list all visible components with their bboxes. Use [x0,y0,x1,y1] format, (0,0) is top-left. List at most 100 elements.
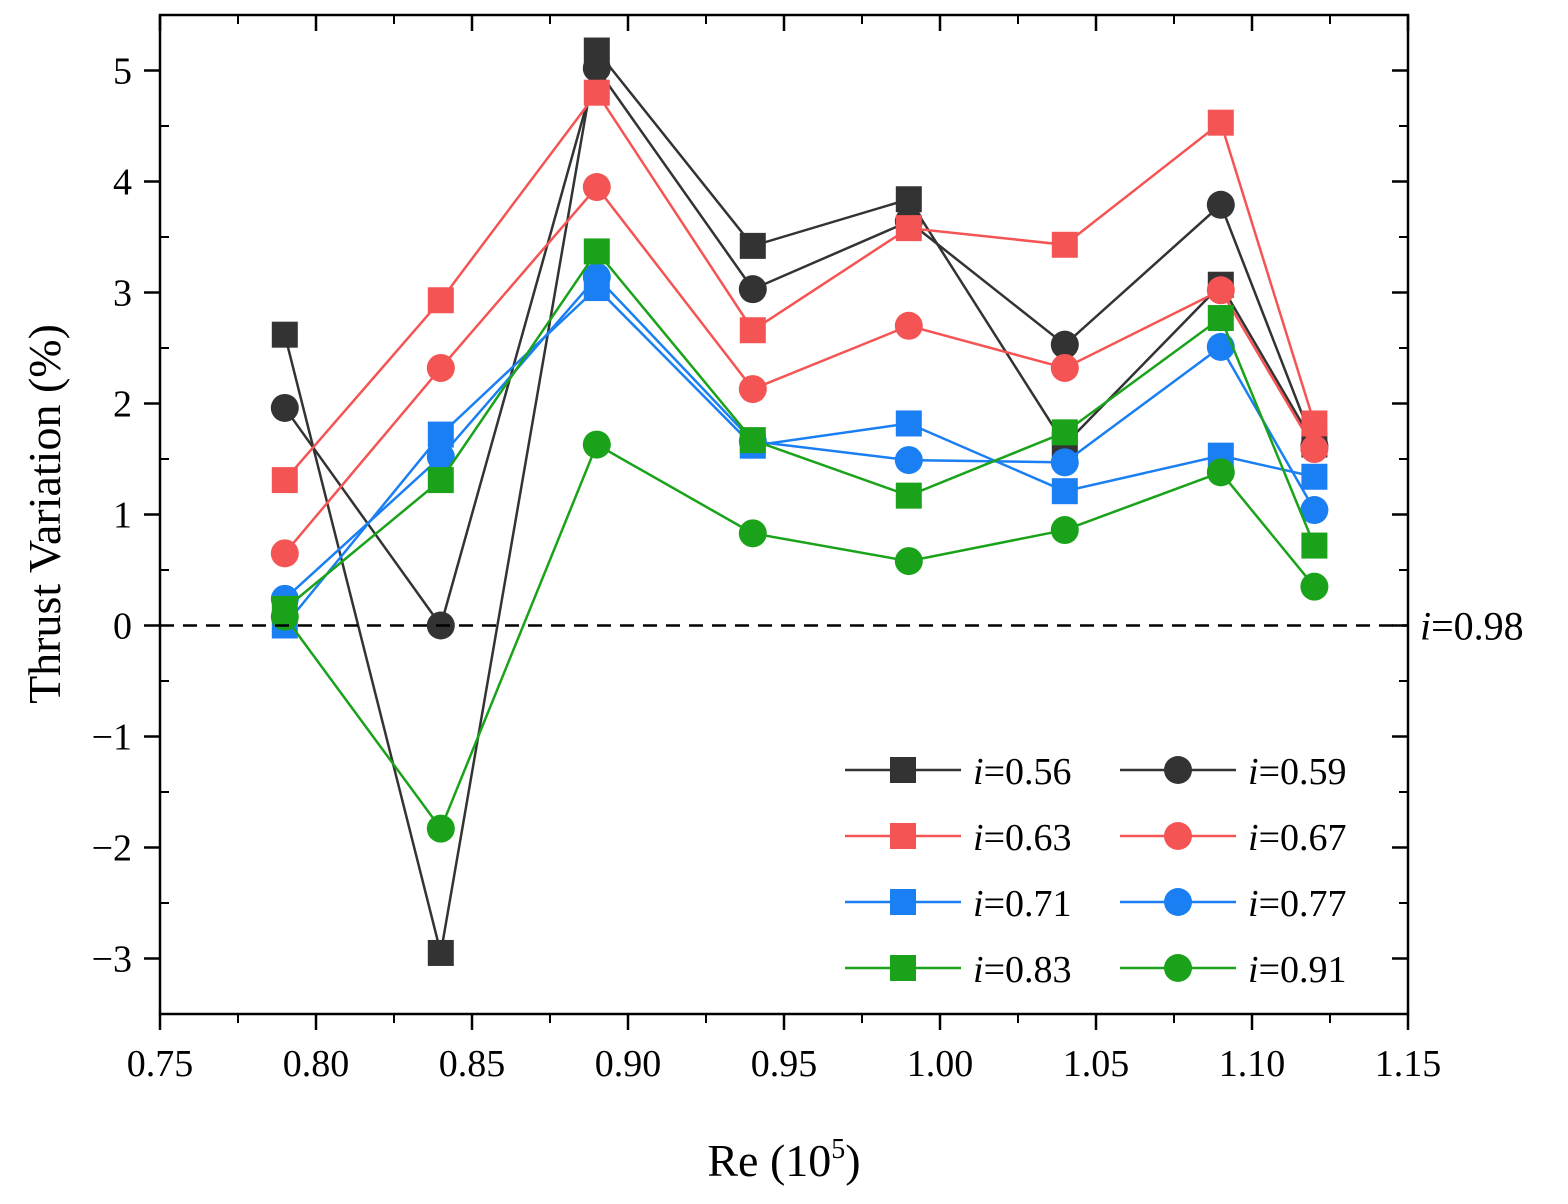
x-tick-label: 0.90 [595,1043,662,1085]
axis-ticks: 0.75 0.80 0.85 0.90 0.95 1.00 1.05 1.10 1.15 −3 −2… [92,14,1442,1085]
circle-marker [894,446,923,475]
y-tick-label: 1 [113,495,132,537]
circle-marker [1050,448,1079,477]
circle-marker [1300,496,1329,525]
legend-circle-icon [1164,888,1192,916]
square-marker [427,939,454,966]
circle-marker [582,262,611,291]
square-marker [583,238,610,265]
series-i=0.59 [270,54,1329,640]
square-marker [895,410,922,437]
legend-label: i=0.91 [1248,949,1347,991]
legend-label-italic: i [1248,883,1259,925]
legend-label-value: =0.59 [1259,751,1347,793]
square-marker [1051,231,1078,258]
series-i=0.71 [271,275,1328,639]
series-i=0.67 [270,173,1329,568]
legend-item: i=0.77 [1120,883,1347,925]
plot-frame [158,13,1410,1016]
legend-label-italic: i [973,883,984,925]
circle-marker [1206,190,1235,219]
square-marker [427,287,454,314]
legend-item: i=0.67 [1120,817,1347,859]
square-marker [1301,463,1328,490]
legend-label-italic: i [973,817,984,859]
square-marker [1207,305,1234,332]
square-marker [271,321,298,348]
legend-circle-icon [1164,756,1192,784]
circle-marker [1300,435,1329,464]
series-line [283,90,1316,481]
series-line [283,47,1316,954]
y-tick-label: 3 [113,273,132,315]
circle-marker [1050,353,1079,382]
legend-label-value: =0.56 [984,751,1072,793]
legend-label-value: =0.67 [1259,817,1347,859]
legend-item: i=0.63 [845,817,1072,859]
x-axis-title: Re (105) [707,1134,860,1186]
square-marker [1051,478,1078,505]
legend-label-italic: i [1248,949,1259,991]
legend-square-icon [890,889,916,915]
y-tick-label: 2 [113,384,132,426]
legend-label: i=0.63 [973,817,1072,859]
square-marker [739,317,766,344]
legend-label: i=0.83 [973,949,1072,991]
square-marker [427,467,454,494]
circle-marker [582,430,611,459]
square-marker [895,215,922,242]
legend-label: i=0.71 [973,883,1072,925]
x-axis-title-main: Re (10 [707,1135,831,1186]
legend-label-italic: i [973,751,984,793]
series-line [283,286,1315,627]
reference-line-label: i=0.98 [1420,604,1524,649]
circle-marker [738,275,767,304]
circle-marker [426,814,455,843]
circle-marker [270,602,299,631]
reference-label-value: =0.98 [1431,604,1524,649]
legend-circle-icon [1164,822,1192,850]
square-marker [739,232,766,259]
circle-marker [582,54,611,83]
legend-item: i=0.59 [1120,751,1347,793]
legend-label-value: =0.83 [984,949,1072,991]
legend-label: i=0.59 [1248,751,1347,793]
x-axis-title-exponent: 5 [831,1134,845,1165]
legend-square-icon [890,955,916,981]
legend-label: i=0.67 [1248,817,1347,859]
circle-marker [894,311,923,340]
circle-marker [270,539,299,568]
reference-line-group: i=0.98 [160,604,1524,649]
series-line [283,442,1316,832]
legend-label-value: =0.91 [1259,949,1347,991]
circle-marker [426,353,455,382]
square-marker [739,427,766,454]
series-line [284,249,1316,610]
y-axis-title: Thrust Variation (%) [19,324,70,704]
circle-marker [1206,276,1235,305]
series-line [283,65,1316,629]
x-tick-label: 0.95 [751,1043,818,1085]
y-tick-label: −2 [92,828,132,870]
legend-square-icon [890,823,916,849]
y-tick-label: −1 [92,717,132,759]
series-i=0.91 [270,430,1329,843]
x-axis-title-close: ) [845,1135,860,1186]
legend-label-value: =0.63 [984,817,1072,859]
square-marker [1301,532,1328,559]
x-tick-label: 0.75 [127,1043,194,1085]
x-tick-label: 1.15 [1375,1043,1442,1085]
square-marker [895,482,922,509]
legend-label-italic: i [1248,817,1259,859]
square-marker [583,79,610,106]
circle-marker [738,519,767,548]
legend-label-italic: i [973,949,984,991]
circle-marker [582,173,611,202]
y-tick-label: 5 [113,51,132,93]
legend-square-icon [890,757,916,783]
circle-marker [894,547,923,576]
circle-marker [426,442,455,471]
series-line [283,185,1316,555]
square-marker [1207,109,1234,136]
